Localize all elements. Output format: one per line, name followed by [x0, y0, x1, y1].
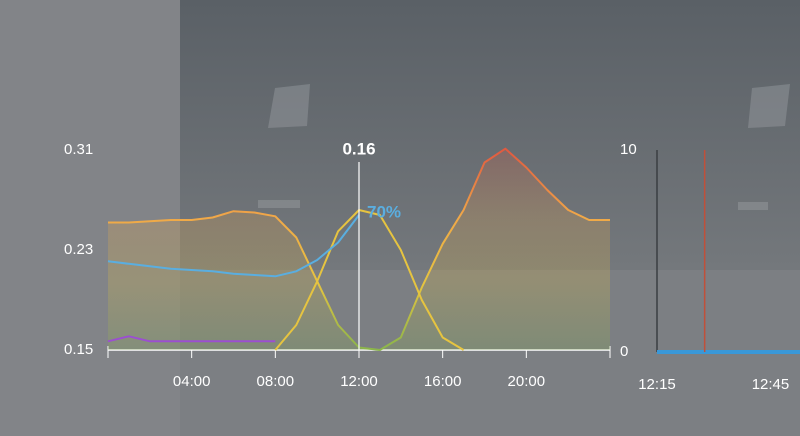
x-tick-label: 16:00	[424, 373, 462, 390]
x-tick-label: 12:45	[752, 376, 790, 393]
line	[274, 209, 465, 351]
y-tick-label: 0.15	[64, 341, 93, 358]
x-tick-label: 12:15	[638, 376, 676, 393]
y-tick-label: 10	[620, 141, 637, 158]
line	[107, 214, 360, 278]
area	[108, 148, 610, 350]
y-tick-label: 0.23	[64, 241, 93, 258]
background-shape	[748, 84, 790, 128]
y-tick-label: 0	[620, 343, 628, 360]
annotation: 70%	[367, 202, 401, 221]
line	[107, 335, 276, 343]
x-tick-label: 12:00	[340, 373, 378, 390]
background-panel	[0, 0, 180, 436]
x-tick-label: 04:00	[173, 373, 211, 390]
background-shape	[258, 200, 300, 208]
x-tick-label: 08:00	[257, 373, 295, 390]
background-shape	[268, 84, 310, 128]
cursor-value: 0.16	[342, 139, 375, 158]
y-tick-label: 0.31	[64, 141, 93, 158]
x-tick-label: 20:00	[508, 373, 546, 390]
background-shape	[738, 202, 768, 210]
